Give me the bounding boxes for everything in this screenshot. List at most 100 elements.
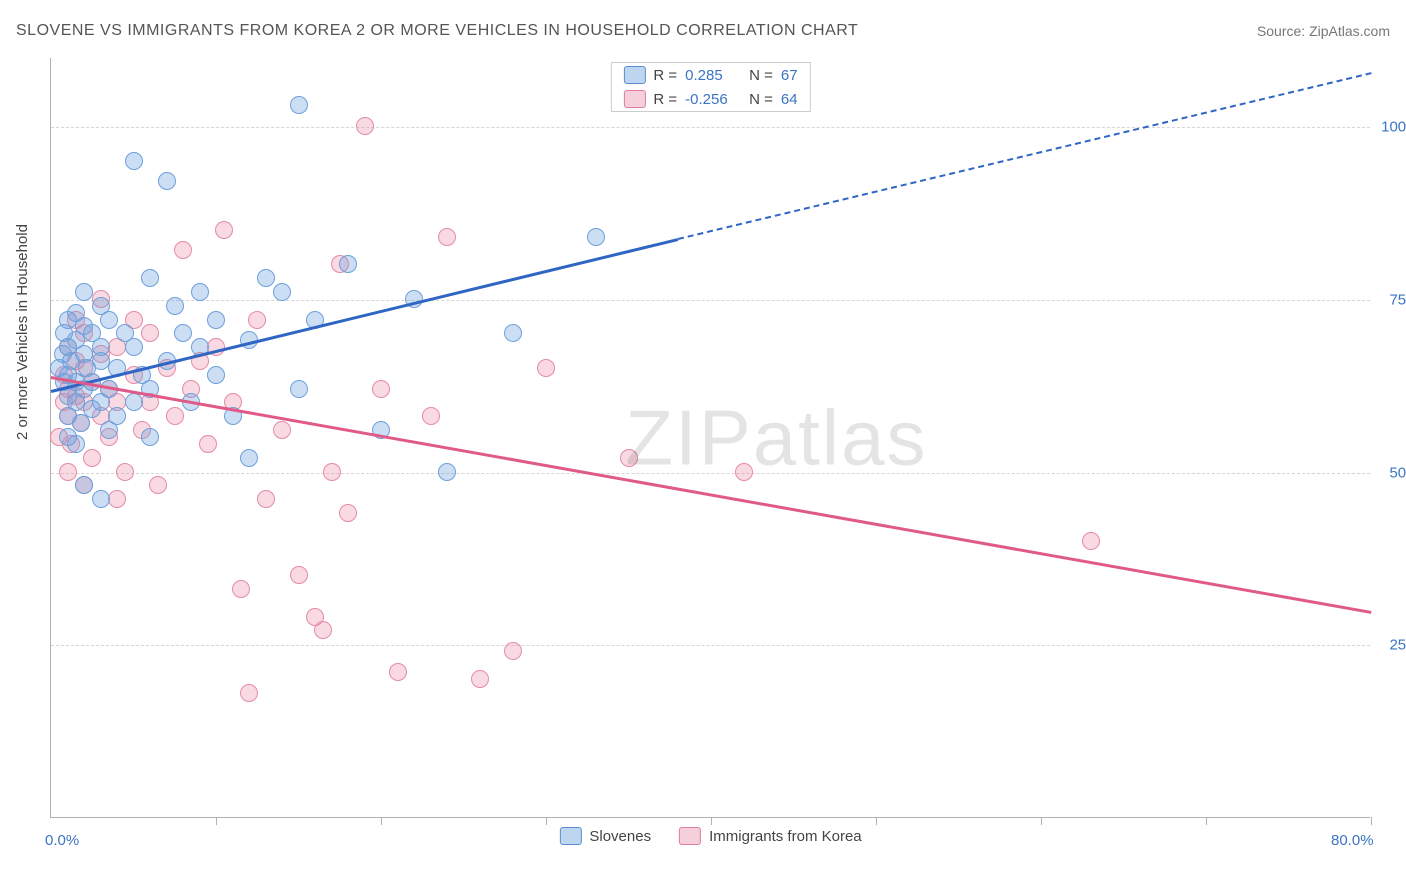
data-point-slovenes	[100, 311, 118, 329]
data-point-slovenes	[141, 269, 159, 287]
r-value-a: 0.285	[685, 67, 741, 84]
gridline	[51, 645, 1370, 646]
data-point-slovenes	[504, 324, 522, 342]
x-tick	[1206, 817, 1207, 825]
data-point-slovenes	[125, 152, 143, 170]
data-point-korea	[59, 463, 77, 481]
r-label-b: R =	[653, 91, 677, 108]
data-point-korea	[339, 504, 357, 522]
plot-area: 25.0%50.0%75.0%100.0% 0.0%80.0% ZIPatlas…	[50, 58, 1370, 818]
data-point-korea	[116, 463, 134, 481]
swatch-slovenes-icon	[623, 66, 645, 84]
x-tick	[216, 817, 217, 825]
swatch-slovenes-icon	[559, 827, 581, 845]
data-point-slovenes	[125, 338, 143, 356]
data-point-slovenes	[339, 255, 357, 273]
x-tick	[381, 817, 382, 825]
x-tick	[1371, 817, 1372, 825]
y-tick-label: 100.0%	[1381, 119, 1406, 136]
trend-line-korea	[51, 376, 1371, 613]
data-point-slovenes	[166, 297, 184, 315]
correlation-legend: R = 0.285 N = 67 R = -0.256 N = 64	[610, 62, 810, 112]
chart-title: SLOVENE VS IMMIGRANTS FROM KOREA 2 OR MO…	[16, 22, 858, 40]
x-tick-label: 80.0%	[1331, 832, 1374, 849]
x-tick	[546, 817, 547, 825]
data-point-korea	[166, 407, 184, 425]
n-label-a: N =	[749, 67, 773, 84]
data-point-slovenes	[207, 311, 225, 329]
legend-row-slovenes: R = 0.285 N = 67	[611, 63, 809, 87]
data-point-korea	[471, 670, 489, 688]
y-tick-label: 75.0%	[1389, 291, 1406, 308]
data-point-korea	[141, 324, 159, 342]
data-point-korea	[504, 642, 522, 660]
legend-label-korea: Immigrants from Korea	[709, 828, 862, 845]
data-point-korea	[108, 490, 126, 508]
legend-label-slovenes: Slovenes	[589, 828, 651, 845]
data-point-korea	[83, 449, 101, 467]
data-point-slovenes	[587, 228, 605, 246]
data-point-slovenes	[438, 463, 456, 481]
legend-row-korea: R = -0.256 N = 64	[611, 87, 809, 111]
legend-item-slovenes: Slovenes	[559, 827, 651, 845]
data-point-korea	[537, 359, 555, 377]
source-prefix: Source:	[1257, 23, 1309, 39]
data-point-slovenes	[141, 428, 159, 446]
r-label-a: R =	[653, 67, 677, 84]
legend-item-korea: Immigrants from Korea	[679, 827, 862, 845]
data-point-korea	[273, 421, 291, 439]
data-point-korea	[620, 449, 638, 467]
y-tick-label: 25.0%	[1389, 637, 1406, 654]
x-tick-label: 0.0%	[45, 832, 79, 849]
data-point-korea	[174, 241, 192, 259]
data-point-slovenes	[257, 269, 275, 287]
data-point-korea	[314, 621, 332, 639]
n-value-b: 64	[781, 91, 798, 108]
gridline	[51, 127, 1370, 128]
gridline	[51, 300, 1370, 301]
data-point-slovenes	[191, 283, 209, 301]
trend-line-slovenes	[51, 238, 679, 392]
data-point-slovenes	[240, 449, 258, 467]
data-point-korea	[438, 228, 456, 246]
data-point-slovenes	[290, 96, 308, 114]
source-name: ZipAtlas.com	[1309, 23, 1390, 39]
data-point-korea	[323, 463, 341, 481]
data-point-korea	[257, 490, 275, 508]
data-point-korea	[199, 435, 217, 453]
data-point-korea	[389, 663, 407, 681]
x-tick	[711, 817, 712, 825]
data-point-slovenes	[75, 476, 93, 494]
data-point-slovenes	[207, 366, 225, 384]
source-credit: Source: ZipAtlas.com	[1257, 23, 1390, 39]
y-axis-label: 2 or more Vehicles in Household	[14, 224, 31, 440]
gridline	[51, 473, 1370, 474]
data-point-slovenes	[92, 338, 110, 356]
data-point-slovenes	[92, 490, 110, 508]
data-point-slovenes	[174, 324, 192, 342]
y-tick-label: 50.0%	[1389, 464, 1406, 481]
data-point-korea	[240, 684, 258, 702]
data-point-slovenes	[108, 407, 126, 425]
r-value-b: -0.256	[685, 91, 741, 108]
series-legend: Slovenes Immigrants from Korea	[559, 827, 861, 845]
data-point-slovenes	[158, 172, 176, 190]
data-point-slovenes	[273, 283, 291, 301]
watermark-part1: ZIP	[625, 393, 752, 481]
watermark-part2: atlas	[753, 393, 928, 481]
chart-header: SLOVENE VS IMMIGRANTS FROM KOREA 2 OR MO…	[16, 22, 1390, 40]
data-point-korea	[356, 117, 374, 135]
data-point-korea	[232, 580, 250, 598]
data-point-korea	[290, 566, 308, 584]
data-point-korea	[248, 311, 266, 329]
n-value-a: 67	[781, 67, 798, 84]
data-point-korea	[422, 407, 440, 425]
data-point-slovenes	[125, 393, 143, 411]
data-point-slovenes	[67, 435, 85, 453]
x-tick	[876, 817, 877, 825]
x-tick	[1041, 817, 1042, 825]
data-point-slovenes	[75, 283, 93, 301]
swatch-korea-icon	[623, 90, 645, 108]
data-point-korea	[215, 221, 233, 239]
data-point-slovenes	[290, 380, 308, 398]
